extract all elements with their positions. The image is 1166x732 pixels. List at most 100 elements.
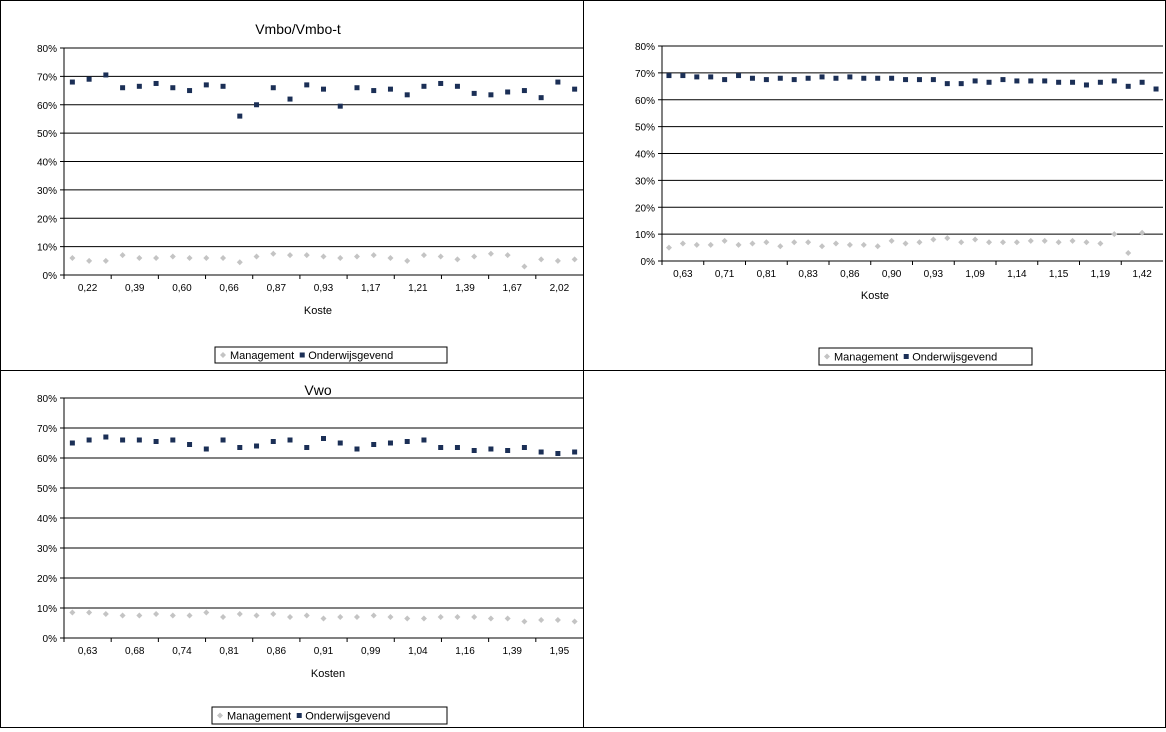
x-tick-label: 0,74 [172, 646, 192, 657]
x-tick-label: 0,39 [125, 283, 145, 294]
onderwijsgevend-point [86, 437, 92, 443]
onderwijsgevend-point [120, 85, 126, 91]
management-point [930, 236, 937, 243]
onderwijsgevend-point [287, 96, 293, 102]
onderwijsgevend-point [1014, 78, 1020, 84]
management-point [902, 240, 909, 247]
onderwijsgevend-point [1097, 79, 1103, 85]
x-axis-label: Koste [304, 305, 332, 317]
onderwijsgevend-point [203, 446, 209, 452]
management-point [320, 615, 327, 622]
onderwijsgevend-point [220, 83, 226, 89]
y-tick-label: 10% [37, 243, 57, 254]
management-point [337, 254, 344, 261]
management-point [186, 254, 193, 261]
management-point [86, 257, 93, 264]
onderwijsgevend-point [471, 448, 477, 453]
onderwijsgevend-point [270, 439, 276, 444]
legend: Management Onderwijsgevend [214, 346, 448, 364]
chart-title: Vwo [304, 382, 331, 398]
legend-onderwijsgevend-marker [903, 354, 909, 359]
management-point [437, 614, 444, 620]
management-point [404, 615, 411, 622]
legend-onderwijsgevend-label: Onderwijsgevend [912, 352, 997, 364]
onderwijsgevend-point [1125, 83, 1131, 89]
onderwijsgevend-point [986, 79, 992, 85]
onderwijsgevend-point [819, 74, 825, 80]
management-point [944, 235, 951, 242]
cell-vwo: Vwo 0% 10% 20% 30% 40% 50% 60% 70% 80% 0,63 0,68 0,7… [0, 370, 584, 728]
management-point [387, 254, 394, 261]
onderwijsgevend-point [847, 74, 853, 80]
onderwijsgevend-point [930, 77, 936, 83]
y-tick-label: 60% [37, 454, 57, 465]
onderwijsgevend-point [1111, 78, 1117, 84]
onderwijsgevend-point [220, 437, 226, 443]
onderwijsgevend-point [254, 102, 260, 108]
y-tick-label: 20% [37, 574, 57, 585]
onderwijsgevend-point [304, 445, 310, 450]
x-tick-label: 1,42 [1132, 269, 1152, 280]
x-tick-label: 0,86 [840, 269, 860, 280]
onderwijsgevend-point [833, 75, 839, 81]
management-point [236, 259, 243, 266]
y-tick-label: 70% [635, 69, 655, 80]
onderwijsgevend-point [680, 73, 686, 79]
chart-havo-scatter: Havo/Vwo0%10%20%30%40%50%60%70%80%0,630,… [260, 20, 1163, 366]
x-tick-label: 1,21 [408, 283, 428, 294]
x-tick-label: 0,87 [267, 283, 287, 294]
onderwijsgevend-point [170, 437, 176, 443]
onderwijsgevend-point [1042, 78, 1048, 84]
onderwijsgevend-point [538, 95, 544, 101]
x-tick-label: 0,86 [267, 646, 287, 657]
legend-onderwijsgevend-marker [299, 352, 305, 358]
management-point [791, 239, 798, 246]
legend: Management Onderwijsgevend [211, 706, 448, 725]
management-point [763, 239, 770, 246]
management-point [805, 239, 812, 246]
onderwijsgevend-point [791, 77, 797, 83]
onderwijsgevend-point [488, 92, 494, 98]
management-point [504, 252, 511, 259]
y-tick-label: 30% [635, 176, 655, 187]
onderwijsgevend-point [749, 75, 755, 81]
y-tick-label: 80% [37, 394, 57, 405]
x-tick-label: 1,95 [550, 646, 570, 657]
management-point [521, 263, 528, 270]
x-tick-label: 0,63 [78, 646, 98, 657]
y-tick-label: 0% [641, 257, 656, 268]
y-tick-label: 20% [37, 214, 57, 225]
onderwijsgevend-point [488, 446, 494, 452]
management-point [153, 611, 160, 617]
onderwijsgevend-point [763, 77, 769, 83]
management-point [504, 615, 511, 622]
onderwijsgevend-point [736, 73, 742, 79]
onderwijsgevend-point [270, 85, 276, 91]
management-point [1013, 239, 1020, 246]
y-tick-label: 30% [37, 186, 57, 197]
management-point [521, 618, 528, 625]
management-point [874, 243, 881, 250]
management-point [270, 611, 277, 617]
onderwijsgevend-point [387, 440, 393, 446]
onderwijsgevend-point [371, 88, 377, 94]
legend-onderwijsgevend-label: Onderwijsgevend [305, 711, 390, 723]
y-tick-label: 30% [37, 544, 57, 555]
management-point [404, 257, 411, 264]
management-point [370, 252, 377, 259]
onderwijsgevend-point [1083, 82, 1089, 88]
management-point [958, 239, 965, 246]
x-tick-label: 0,93 [924, 269, 944, 280]
management-point [270, 250, 277, 257]
onderwijsgevend-point [304, 82, 310, 88]
management-point [220, 254, 227, 261]
y-tick-label: 80% [37, 44, 57, 55]
management-point [203, 254, 210, 261]
onderwijsgevend-point [1070, 79, 1076, 85]
x-tick-label: 1,15 [1049, 269, 1069, 280]
onderwijsgevend-point [572, 86, 578, 92]
legend-management-marker [217, 712, 223, 719]
x-tick-label: 0,22 [78, 283, 98, 294]
onderwijsgevend-point [889, 75, 895, 81]
management-point [487, 250, 494, 257]
